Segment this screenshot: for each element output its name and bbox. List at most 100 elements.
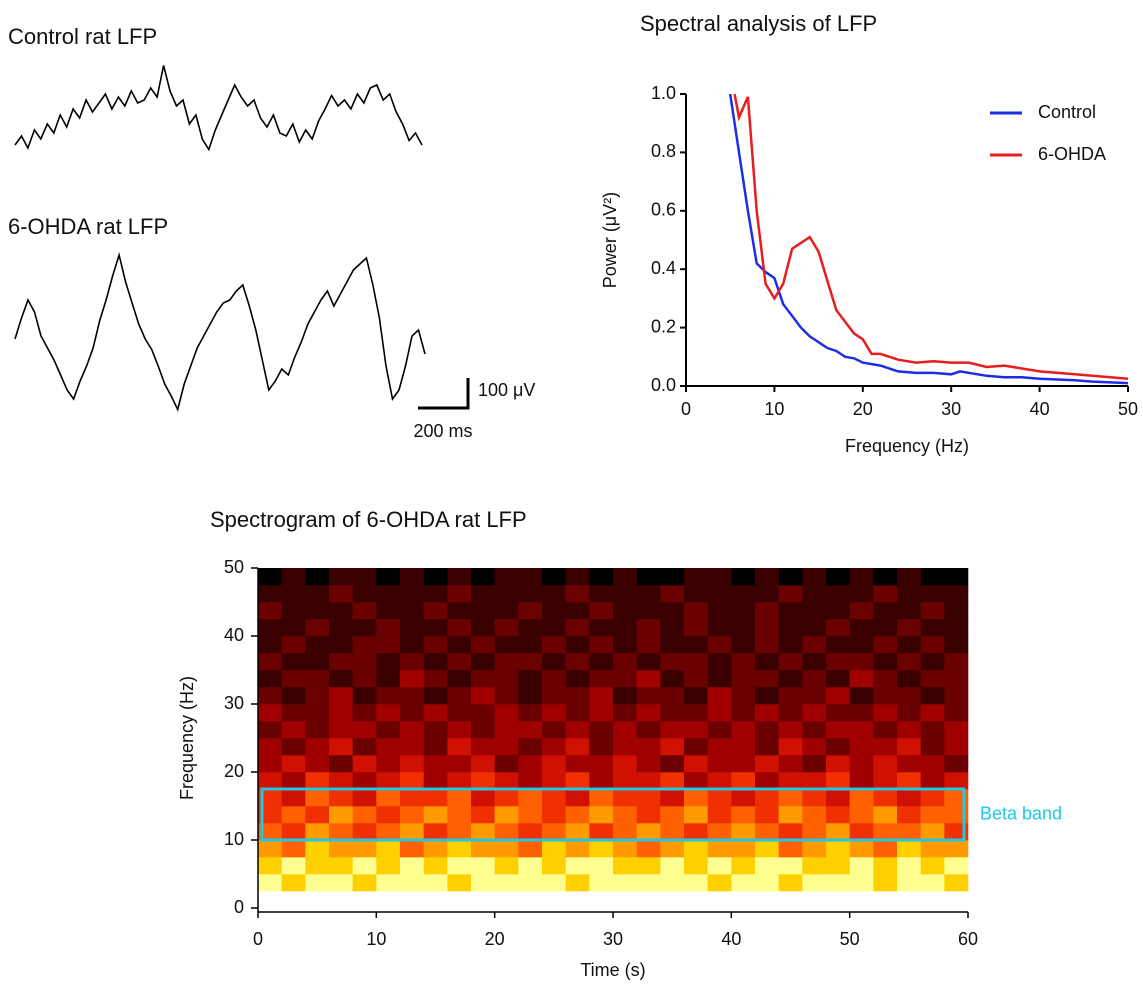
spectrogram-cell <box>565 823 590 841</box>
spectrogram-cell <box>352 721 377 739</box>
spectrogram-cell <box>707 823 732 841</box>
spectrogram-cell <box>400 772 424 790</box>
spectrogram-cell <box>565 568 590 586</box>
spectrogram-cell <box>423 704 448 722</box>
spectrogram-cell <box>471 806 495 824</box>
spectrogram-cell <box>826 653 850 671</box>
spectrogram-cell <box>660 840 685 858</box>
spectrogram-cell <box>281 806 306 824</box>
spectrogram-cell <box>660 874 685 892</box>
spectrogram-cell <box>376 653 401 671</box>
spectrogram-cell <box>873 840 898 858</box>
spectrogram-cell <box>873 738 898 756</box>
spectrogram-cell <box>518 568 543 586</box>
spectrogram-cell <box>636 806 661 824</box>
y-tick-label: 50 <box>224 557 244 577</box>
spectrogram-cell <box>542 636 566 654</box>
spectrogram-cell <box>400 755 424 773</box>
spectrogram-cell <box>731 857 756 875</box>
spectrogram-cell <box>305 874 330 892</box>
spectrogram-cell <box>849 704 874 722</box>
spectrogram-cell <box>352 772 377 790</box>
spectrogram-cell <box>589 789 614 807</box>
x-tick-label: 50 <box>1118 399 1138 419</box>
spectrogram-cell <box>305 823 330 841</box>
spectrogram-cell <box>281 755 306 773</box>
spectrogram-cell <box>400 619 424 637</box>
spectrogram-cell <box>802 721 827 739</box>
spectrogram-cell <box>518 738 543 756</box>
spectrogram-cell <box>542 772 566 790</box>
spectrogram-cell <box>731 840 756 858</box>
spectrogram-cell <box>873 602 898 620</box>
spectrogram-cell <box>613 789 637 807</box>
spectrogram-cell <box>873 874 898 892</box>
spectrogram-cell <box>258 619 282 637</box>
spectrogram-cell <box>707 636 732 654</box>
spectrogram-cell <box>920 602 945 620</box>
spectrogram-cell <box>589 585 614 603</box>
spectrogram-cell <box>684 789 708 807</box>
spectrogram-cell <box>897 670 921 688</box>
spectrogram-cell <box>565 840 590 858</box>
spectrogram-cell <box>400 806 424 824</box>
spectrogram-cell <box>613 653 637 671</box>
spectrogram-cell <box>684 738 708 756</box>
spectrogram-cell <box>352 857 377 875</box>
spectrogram-cell <box>613 636 637 654</box>
spectrogram-cell <box>778 602 803 620</box>
spectrogram-cell <box>376 602 401 620</box>
x-tick-label: 30 <box>941 399 961 419</box>
spectrogram-cell <box>684 602 708 620</box>
spectrogram-cell <box>778 653 803 671</box>
spectrogram-cell <box>944 585 969 603</box>
spectrogram-cell <box>565 636 590 654</box>
spectrogram-cell <box>447 619 472 637</box>
spectrogram-cell <box>707 585 732 603</box>
spectrogram-cell <box>920 636 945 654</box>
spectrogram-cell <box>636 874 661 892</box>
spectrogram-cell <box>755 857 779 875</box>
spectrogram-cell <box>305 806 330 824</box>
spectrogram-cell <box>849 619 874 637</box>
spectrogram-cell <box>636 653 661 671</box>
spectrogram-cell <box>376 585 401 603</box>
spectrogram-cell <box>826 840 850 858</box>
spectrogram-cell <box>471 687 495 705</box>
spectrogram-cell <box>305 568 330 586</box>
spectrogram-cell <box>731 670 756 688</box>
spectrogram-cell <box>589 721 614 739</box>
spectrogram-cell <box>329 670 353 688</box>
spectrogram-cell <box>731 687 756 705</box>
spectrogram-cell <box>494 721 519 739</box>
spectrogram-cell <box>778 874 803 892</box>
spectrogram-cell <box>447 772 472 790</box>
spectrogram-cell <box>660 585 685 603</box>
spectrogram-cell <box>897 653 921 671</box>
spectrogram-cell <box>305 755 330 773</box>
spectrogram-cell <box>329 687 353 705</box>
spectrogram-cell <box>684 823 708 841</box>
spectrogram-cell <box>565 789 590 807</box>
spectrogram-cell <box>305 619 330 637</box>
spectrogram-cell <box>281 602 306 620</box>
spectrogram-cell <box>897 857 921 875</box>
spectrogram-cell <box>897 636 921 654</box>
spectrogram-cell <box>897 738 921 756</box>
spectrogram-cell <box>281 772 306 790</box>
spectrogram-cell <box>518 755 543 773</box>
spectrogram-cell <box>636 755 661 773</box>
spectrogram-cell <box>731 636 756 654</box>
spectrogram-cell <box>660 806 685 824</box>
spectrogram-cell <box>518 670 543 688</box>
spectrogram-cell <box>494 738 519 756</box>
spectrogram-cell <box>565 687 590 705</box>
spectrogram-cell <box>920 704 945 722</box>
spectrogram-cell <box>447 738 472 756</box>
spectrogram-cell <box>447 568 472 586</box>
spectrogram-cell <box>542 653 566 671</box>
spectrogram-cell <box>778 806 803 824</box>
spectrogram-cell <box>920 874 945 892</box>
spectrogram-cell <box>447 789 472 807</box>
spectrogram-cell <box>613 857 637 875</box>
